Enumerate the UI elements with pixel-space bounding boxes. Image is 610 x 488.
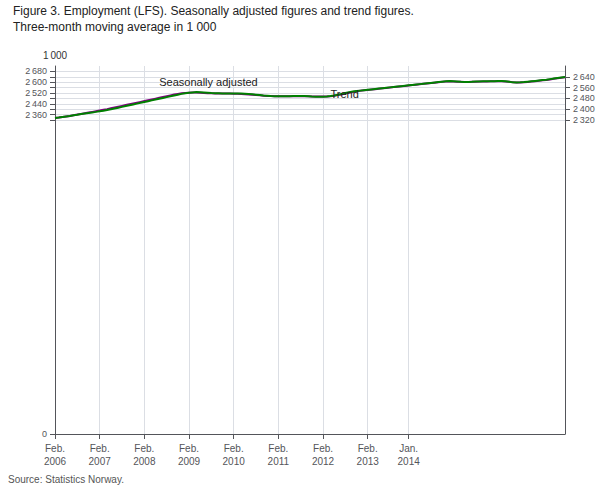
svg-text:2007: 2007 bbox=[89, 456, 112, 467]
svg-text:2 680: 2 680 bbox=[25, 66, 47, 76]
svg-text:Trend: Trend bbox=[330, 88, 358, 100]
svg-text:Feb.: Feb. bbox=[224, 443, 244, 454]
svg-text:2009: 2009 bbox=[178, 456, 201, 467]
svg-text:Feb.: Feb. bbox=[45, 443, 65, 454]
svg-text:2 640: 2 640 bbox=[573, 72, 595, 82]
svg-text:Seasonally adjusted: Seasonally adjusted bbox=[159, 76, 257, 88]
svg-text:2 320: 2 320 bbox=[573, 115, 595, 125]
svg-text:2 360: 2 360 bbox=[25, 110, 47, 120]
svg-text:0: 0 bbox=[42, 429, 47, 439]
svg-text:Feb.: Feb. bbox=[268, 443, 288, 454]
svg-text:2 600: 2 600 bbox=[25, 77, 47, 87]
svg-text:1 000: 1 000 bbox=[43, 50, 68, 61]
svg-text:2 440: 2 440 bbox=[25, 99, 47, 109]
svg-text:2008: 2008 bbox=[133, 456, 156, 467]
svg-text:Feb.: Feb. bbox=[179, 443, 199, 454]
svg-text:2 480: 2 480 bbox=[573, 93, 595, 103]
svg-text:Source: Statistics Norway.: Source: Statistics Norway. bbox=[8, 474, 124, 485]
svg-text:2013: 2013 bbox=[357, 456, 380, 467]
svg-text:2012: 2012 bbox=[312, 456, 335, 467]
svg-text:Feb.: Feb. bbox=[90, 443, 110, 454]
svg-text:Jan.: Jan. bbox=[399, 443, 418, 454]
svg-text:2 560: 2 560 bbox=[573, 83, 595, 93]
svg-text:Figure 3. Employment (LFS). Se: Figure 3. Employment (LFS). Seasonally a… bbox=[13, 4, 414, 18]
svg-text:Three-month moving average in: Three-month moving average in 1 000 bbox=[13, 20, 217, 34]
svg-text:Feb.: Feb. bbox=[313, 443, 333, 454]
svg-text:2010: 2010 bbox=[223, 456, 246, 467]
svg-text:2 520: 2 520 bbox=[25, 88, 47, 98]
svg-text:Feb.: Feb. bbox=[358, 443, 378, 454]
svg-text:2006: 2006 bbox=[44, 456, 67, 467]
svg-text:2014: 2014 bbox=[398, 456, 421, 467]
svg-text:Feb.: Feb. bbox=[134, 443, 154, 454]
svg-text:2011: 2011 bbox=[268, 456, 290, 467]
svg-text:2 400: 2 400 bbox=[573, 104, 595, 114]
